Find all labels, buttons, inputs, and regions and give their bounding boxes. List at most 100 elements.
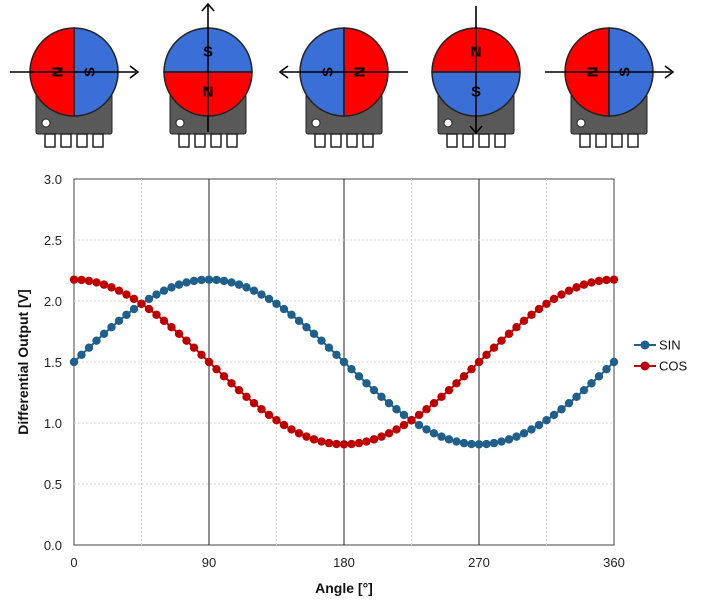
data-point — [557, 405, 566, 414]
data-point — [572, 283, 581, 292]
data-point — [257, 405, 266, 414]
data-point — [107, 322, 116, 332]
data-point — [557, 290, 566, 299]
data-point — [197, 350, 206, 360]
data-point — [182, 336, 191, 345]
data-point — [144, 294, 154, 304]
data-point — [152, 290, 161, 299]
data-point — [174, 329, 184, 339]
data-point — [527, 425, 536, 434]
data-point — [399, 410, 409, 420]
data-point — [227, 278, 236, 287]
data-point — [159, 286, 169, 295]
data-point — [429, 429, 439, 438]
magnet-diagram-row: NSSNSNNSNS — [10, 2, 675, 148]
sensor-pin — [44, 133, 56, 148]
data-point — [414, 410, 424, 420]
sensor-pin — [330, 133, 342, 148]
data-point — [467, 364, 476, 374]
data-point — [197, 275, 206, 285]
data-point — [122, 310, 131, 319]
pin-one-marker — [443, 118, 453, 128]
data-point — [287, 425, 296, 434]
data-point — [122, 290, 131, 299]
sensor-pin — [178, 133, 190, 148]
data-point — [302, 432, 311, 441]
x-axis-label: Angle [°] — [315, 580, 373, 596]
data-point — [84, 343, 94, 352]
data-point — [69, 275, 79, 284]
data-point — [587, 278, 596, 287]
data-point — [332, 350, 341, 360]
data-point — [249, 286, 259, 295]
data-point — [332, 439, 341, 449]
data-point — [99, 280, 109, 289]
pin-one-marker — [576, 118, 586, 128]
data-point — [489, 343, 499, 352]
sensor-pin — [210, 133, 222, 148]
data-point — [377, 432, 386, 441]
data-point — [212, 275, 221, 285]
data-point — [129, 294, 139, 304]
data-point — [384, 429, 394, 438]
data-point — [512, 322, 521, 332]
data-point — [279, 420, 289, 430]
data-point — [384, 398, 394, 408]
data-point — [422, 405, 431, 414]
data-point — [594, 372, 604, 381]
x-tick-label: 360 — [603, 555, 625, 570]
data-point — [354, 438, 364, 448]
data-point — [249, 398, 259, 408]
data-point — [159, 316, 169, 326]
y-tick-labels: 0.0 0.5 1.0 1.5 2.0 2.5 3.0 — [44, 172, 62, 553]
data-point — [167, 283, 176, 292]
data-point — [212, 364, 221, 374]
y-tick-label: 1.5 — [44, 355, 62, 370]
sensor-pin — [611, 133, 623, 148]
data-point — [572, 392, 581, 402]
pin-one-marker — [175, 118, 185, 128]
data-point — [407, 416, 416, 425]
x-tick-label: 0 — [70, 555, 77, 570]
data-point — [309, 435, 319, 444]
sensor-pin — [76, 133, 88, 148]
data-point — [189, 343, 199, 352]
data-point — [69, 357, 79, 367]
data-point — [302, 322, 311, 332]
legend-item-sin: SIN — [634, 338, 681, 353]
series-group — [69, 275, 619, 449]
data-point — [482, 439, 491, 449]
legend-marker — [640, 340, 650, 350]
data-point — [497, 437, 506, 446]
y-tick-label: 0.5 — [44, 477, 62, 492]
x-tick-label: 180 — [333, 555, 355, 570]
data-point — [264, 294, 274, 304]
data-point — [339, 440, 349, 449]
data-point — [414, 420, 424, 430]
data-point — [437, 432, 446, 441]
data-point — [542, 416, 551, 425]
legend-label: SIN — [659, 338, 681, 353]
data-point — [489, 438, 499, 448]
data-point — [219, 276, 229, 286]
data-point — [527, 310, 536, 319]
data-point — [354, 372, 364, 381]
data-point — [152, 310, 161, 319]
line-chart: 0 90 180 270 360 0.0 0.5 1.0 1.5 2.0 2.5 3.0 Angle… — [15, 172, 688, 596]
data-point — [452, 437, 461, 446]
y-tick-label: 3.0 — [44, 172, 62, 187]
data-point — [294, 316, 304, 326]
data-point — [257, 290, 266, 299]
y-tick-label: 2.0 — [44, 294, 62, 309]
data-point — [242, 283, 251, 292]
data-point — [602, 364, 611, 374]
sensor-pin — [446, 133, 458, 148]
magnet-sensor-270: NS — [431, 6, 521, 148]
data-point — [114, 286, 124, 295]
sensor-pin — [226, 133, 238, 148]
data-point — [534, 304, 544, 314]
pin-one-marker — [311, 118, 321, 128]
magnet-sensor-90: SN — [163, 2, 253, 148]
data-point — [579, 280, 589, 289]
data-point — [317, 336, 326, 345]
